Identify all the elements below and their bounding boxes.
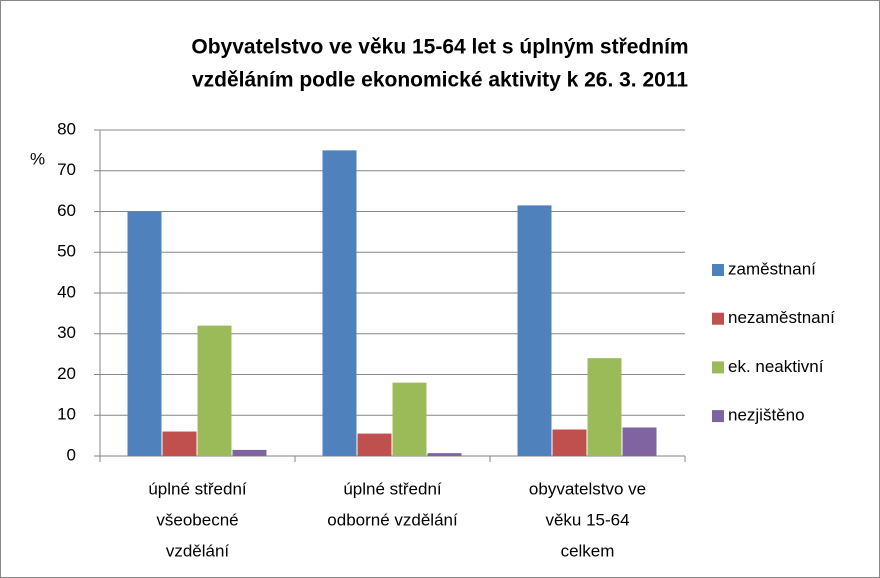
legend-label: nezaměstnaní xyxy=(728,308,835,327)
y-tick-label: 50 xyxy=(57,242,76,261)
x-tick-label: úplné střední xyxy=(148,479,247,498)
y-tick-label: 40 xyxy=(57,282,76,301)
y-tick-label: 60 xyxy=(57,201,76,220)
y-tick-label: 10 xyxy=(57,405,76,424)
y-axis-label: % xyxy=(30,149,45,168)
bar xyxy=(357,433,392,456)
y-tick-label: 70 xyxy=(57,160,76,179)
x-tick-label: věku 15-64 xyxy=(545,510,629,529)
bar xyxy=(162,431,197,456)
x-tick-label: vzdělání xyxy=(166,541,230,560)
y-tick-label: 0 xyxy=(67,445,76,464)
legend-label: nezjištěno xyxy=(728,406,805,425)
bar xyxy=(322,150,357,456)
bar xyxy=(622,427,657,456)
x-tick-label: celkem xyxy=(561,541,615,560)
legend-swatch xyxy=(712,312,724,325)
bar xyxy=(127,211,162,456)
legend-label: ek. neaktivní xyxy=(728,357,824,376)
y-tick-label: 30 xyxy=(57,323,76,342)
legend-label: zaměstnaní xyxy=(728,259,816,278)
x-tick-label: odborné vzdělání xyxy=(327,510,458,529)
bar xyxy=(552,429,587,456)
legend-swatch xyxy=(712,410,724,423)
bar xyxy=(197,325,232,456)
legend-swatch xyxy=(712,264,724,276)
bar xyxy=(392,382,427,456)
chart-title: Obyvatelstvo ve věku 15-64 let s úplným … xyxy=(191,36,688,59)
legend-swatch xyxy=(712,361,724,374)
chart-title: vzděláním podle ekonomické aktivity k 26… xyxy=(192,69,688,92)
x-tick-label: obyvatelstvo ve xyxy=(529,479,646,498)
x-tick-label: úplné střední xyxy=(343,479,442,498)
y-tick-label: 80 xyxy=(57,119,76,138)
bar xyxy=(517,205,552,456)
bar xyxy=(587,358,622,456)
bar xyxy=(427,453,462,456)
x-tick-label: všeobecné xyxy=(156,510,238,529)
y-tick-label: 20 xyxy=(57,364,76,383)
bar xyxy=(232,449,267,456)
